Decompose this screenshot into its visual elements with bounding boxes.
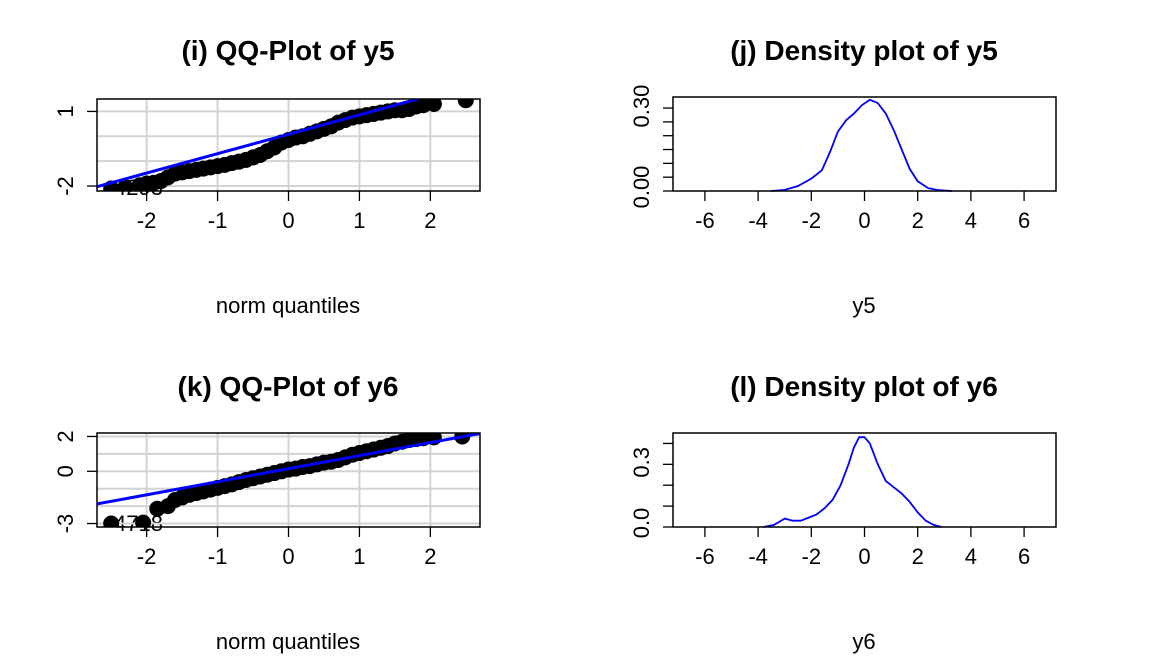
panel-k-ytick-label: 0 xyxy=(53,465,78,477)
panel-i-xtick-label: -2 xyxy=(137,208,157,233)
panel-i-xtick-label: 0 xyxy=(282,208,294,233)
panel-k-ytick-label: -3 xyxy=(53,514,78,534)
panel-j-xtick-label: -6 xyxy=(695,208,715,233)
panel-j-title: (j) Density plot of y5 xyxy=(730,35,998,66)
panel-i-point xyxy=(457,99,474,109)
panel-j-xtick-label: 0 xyxy=(858,208,870,233)
panel-j-xtick-label: 6 xyxy=(1018,208,1030,233)
panel-l-xtick-label: -2 xyxy=(802,544,822,569)
panel-k-xtick-label: 2 xyxy=(424,544,436,569)
panel-i-point xyxy=(425,99,442,112)
panel-j-density-curve xyxy=(771,98,953,192)
panel-l-xtick-label: -6 xyxy=(695,544,715,569)
panel-l-density-plot: -6 -4 -2 0 2 4 6 0.0 0.3 xyxy=(629,432,1057,569)
panel-j-ytick-label: 0.30 xyxy=(629,85,654,128)
panel-i-xtick-label: 1 xyxy=(353,208,365,233)
panel-l-xtick-label: 2 xyxy=(912,544,924,569)
panel-k-xtick-label: 1 xyxy=(353,544,365,569)
panel-i-point xyxy=(117,179,134,191)
panel-i-xlabel: norm quantiles xyxy=(216,293,360,318)
panel-l-xtick-label: 0 xyxy=(858,544,870,569)
panel-k-plot-area xyxy=(97,433,480,527)
panel-l-xtick-label: 4 xyxy=(965,544,977,569)
panel-i-xtick-label: -1 xyxy=(208,208,228,233)
panel-l-ytick-label: 0.3 xyxy=(629,447,654,478)
panel-i-qq-plot: -2 -1 0 1 2 -2 1 xyxy=(53,98,481,233)
panel-l-density-curve xyxy=(763,436,942,528)
panel-j-xtick-label: 4 xyxy=(965,208,977,233)
panel-l-xlabel: y6 xyxy=(852,629,875,654)
panel-i-title: (i) QQ-Plot of y5 xyxy=(181,35,394,66)
panel-j-xlabel: y5 xyxy=(852,293,875,318)
panel-k-xtick-label: -2 xyxy=(137,544,157,569)
panel-k-point xyxy=(103,515,120,527)
panel-l-xtick-label: 6 xyxy=(1018,544,1030,569)
panel-i-plot-area xyxy=(97,99,480,191)
panel-k-xtick-label: 0 xyxy=(282,544,294,569)
panel-l-xtick-label: -4 xyxy=(748,544,768,569)
panel-j-xtick-label: 2 xyxy=(912,208,924,233)
panel-i-xtick-label: 2 xyxy=(424,208,436,233)
panel-l-ytick-label: 0.0 xyxy=(629,508,654,539)
panel-j-xtick-label: -4 xyxy=(748,208,768,233)
panel-j-ytick-label: 0.00 xyxy=(629,166,654,209)
panel-j-density-plot: -6 -4 -2 0 2 4 6 0.00 0.30 xyxy=(629,85,1057,233)
panel-k-qq-plot: -2 -1 0 1 2 -3 0 2 xyxy=(53,430,481,569)
panel-k-point xyxy=(135,514,152,527)
panel-k-xlabel: norm quantiles xyxy=(216,629,360,654)
panel-k-title: (k) QQ-Plot of y6 xyxy=(178,371,399,402)
panel-j-xtick-label: -2 xyxy=(802,208,822,233)
panel-l-title: (l) Density plot of y6 xyxy=(730,371,998,402)
panel-k-reference-line xyxy=(97,433,480,506)
panel-i-ytick-label: -2 xyxy=(53,176,78,196)
panel-k-xtick-label: -1 xyxy=(208,544,228,569)
panel-k-ytick-label: 2 xyxy=(53,430,78,442)
panel-i-ytick-label: 1 xyxy=(53,105,78,117)
